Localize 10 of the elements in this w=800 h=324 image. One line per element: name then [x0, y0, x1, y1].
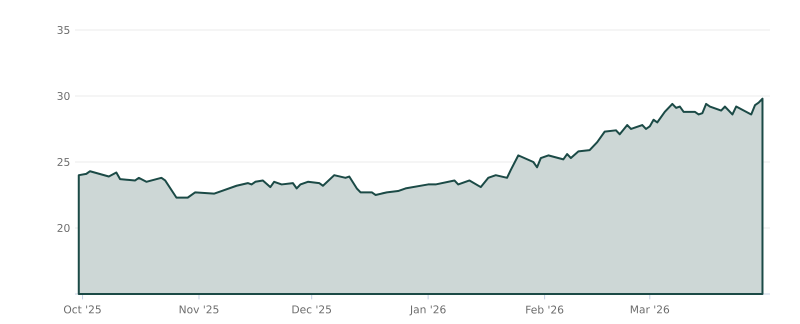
- x-tick-label: Feb '26: [526, 305, 564, 314]
- x-tick-label: Nov '25: [180, 305, 218, 314]
- x-tick-label: Dec '25: [292, 305, 332, 314]
- y-tick-label: 20: [58, 224, 70, 232]
- y-tick-label: 25: [58, 158, 70, 166]
- x-tick-label: Oct '25: [64, 305, 101, 314]
- y-tick-label: 35: [58, 26, 70, 34]
- x-tick-label: Jan '26: [409, 305, 446, 316]
- y-tick-label: 30: [58, 92, 70, 100]
- x-tick-label: Mar '26: [630, 305, 670, 314]
